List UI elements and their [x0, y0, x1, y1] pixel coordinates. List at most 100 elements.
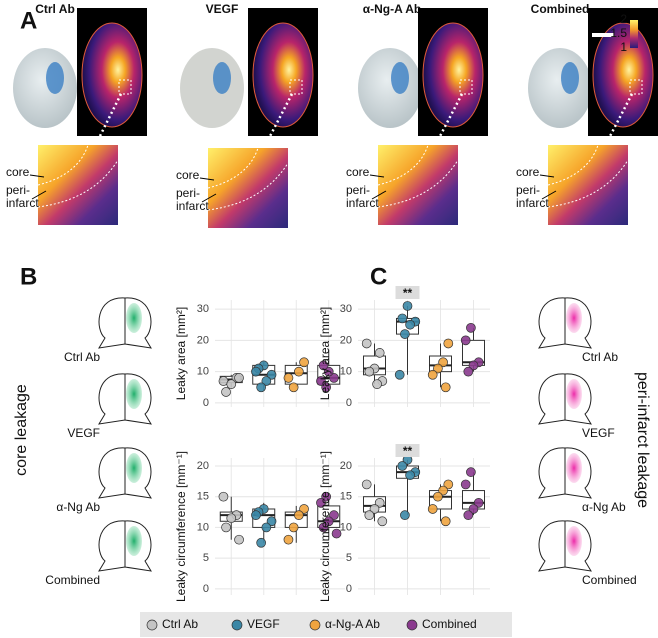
- y-axis-label: Leaky area [mm²]: [318, 307, 332, 400]
- data-point: [377, 516, 388, 527]
- panel-label: B: [20, 263, 37, 290]
- lesion: [566, 526, 582, 556]
- data-point: [316, 376, 326, 386]
- peri-label: peri-: [346, 183, 370, 197]
- label-pointer: [371, 190, 387, 200]
- brain-label: α-Ng Ab: [56, 500, 100, 514]
- data-point: [364, 510, 375, 520]
- dye-spot: [213, 62, 231, 94]
- data-point: [460, 479, 471, 490]
- data-point: [288, 382, 299, 393]
- data-point: [463, 366, 474, 377]
- label-pointer: [31, 190, 47, 200]
- dye-spot: [391, 62, 409, 94]
- data-point: [283, 373, 294, 383]
- legend-box: [140, 612, 512, 637]
- data-point: [433, 491, 443, 502]
- legend-swatch: [309, 619, 321, 631]
- data-point: [218, 491, 229, 502]
- lesion: [126, 303, 142, 333]
- data-point: [234, 534, 244, 545]
- data-point: [329, 373, 339, 383]
- zoom-image: [548, 145, 628, 225]
- y-tick-label: 5: [203, 552, 209, 564]
- data-point: [221, 387, 231, 397]
- data-point: [438, 357, 448, 368]
- data-point: [321, 382, 331, 393]
- data-point: [433, 363, 443, 374]
- y-tick-label: 0: [203, 583, 209, 595]
- annotation-bg: [395, 286, 420, 299]
- heat-map: [592, 22, 654, 128]
- lesion: [126, 453, 142, 483]
- legend-label: Combined: [422, 617, 477, 631]
- annotation: **: [403, 286, 413, 300]
- data-point: [443, 338, 454, 349]
- brain-photo: [528, 48, 592, 128]
- colorbar-label: 1: [620, 40, 627, 54]
- column-title: Combined: [531, 2, 590, 16]
- data-point: [405, 319, 415, 330]
- data-point: [468, 504, 479, 514]
- y-tick-label: 10: [197, 366, 209, 378]
- data-point: [468, 360, 479, 371]
- data-point: [473, 497, 484, 508]
- y-tick-label: 15: [340, 491, 352, 503]
- data-point: [234, 373, 244, 383]
- brain-label: VEGF: [582, 426, 615, 440]
- data-point: [283, 534, 294, 545]
- annotation-bg: [395, 444, 420, 457]
- y-tick-label: 20: [340, 460, 352, 472]
- data-point: [294, 510, 304, 520]
- data-point: [321, 491, 331, 502]
- border-core: [207, 147, 259, 189]
- colorbar-label: 1.5: [610, 26, 627, 40]
- peri-label: infarct: [346, 196, 379, 210]
- brain-photo: [13, 48, 77, 128]
- y-axis-label: Leaky circumference [mm⁻¹]: [318, 451, 332, 602]
- data-point: [400, 510, 410, 520]
- y-axis-label: Leaky circumference [mm⁻¹]: [174, 451, 188, 602]
- data-point: [226, 513, 237, 524]
- data-point: [261, 376, 272, 386]
- roi-box: [459, 79, 473, 95]
- heat-map: [422, 22, 484, 128]
- label-pointer: [541, 190, 557, 200]
- legend-swatch: [406, 619, 418, 631]
- y-axis-label: Leaky area [mm²]: [174, 307, 188, 400]
- data-point: [427, 369, 438, 380]
- data-point: [316, 497, 326, 508]
- y-tick-label: 5: [346, 552, 352, 564]
- y-tick-label: 10: [340, 366, 352, 378]
- data-point: [402, 301, 413, 311]
- y-tick-label: 20: [197, 334, 209, 346]
- data-point: [294, 366, 304, 377]
- data-point: [372, 379, 382, 390]
- brain-label: Combined: [582, 573, 637, 587]
- roi-box: [629, 79, 643, 95]
- y-tick-label: 30: [340, 303, 352, 315]
- lesion: [566, 303, 582, 333]
- data-point: [443, 479, 454, 490]
- core-label: core: [516, 165, 540, 179]
- data-point: [364, 366, 375, 377]
- y-tick-label: 15: [197, 491, 209, 503]
- legend-swatch: [231, 619, 243, 631]
- data-point: [466, 322, 476, 333]
- data-point: [251, 366, 261, 377]
- label-pointer: [201, 193, 217, 203]
- lesion: [566, 379, 582, 409]
- column-title: α-Ng-A Ab: [363, 2, 421, 16]
- core-label: core: [346, 165, 370, 179]
- legend-swatch: [146, 619, 158, 631]
- data-point: [288, 522, 299, 533]
- label-pointer: [539, 174, 555, 178]
- label-pointer: [369, 174, 385, 178]
- data-point: [251, 510, 261, 520]
- heat-map: [252, 22, 314, 128]
- panel-label: A: [20, 7, 37, 34]
- data-point: [221, 522, 231, 533]
- border-core: [37, 144, 89, 186]
- zoom-image: [208, 148, 288, 228]
- label-pointer: [29, 174, 45, 178]
